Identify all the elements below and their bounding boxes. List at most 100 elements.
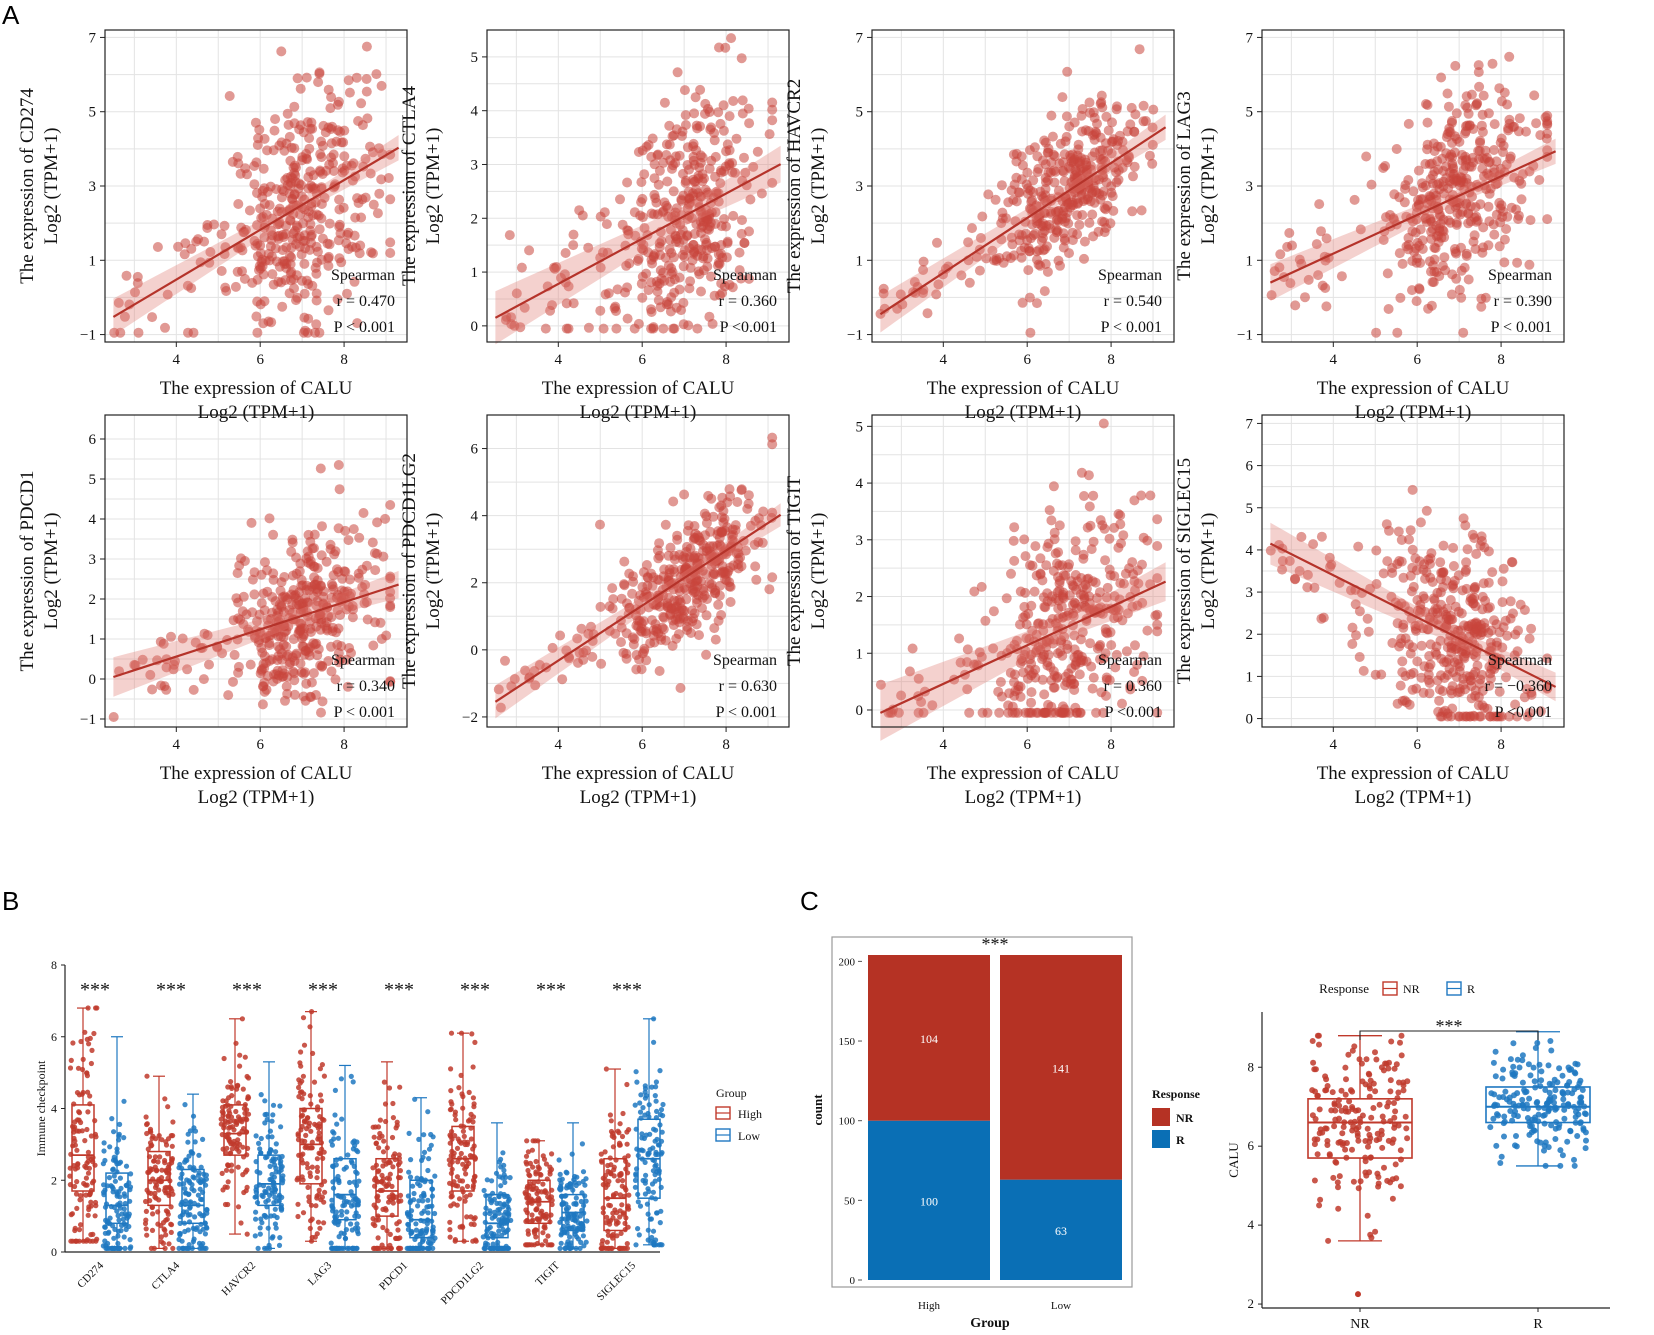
jitter-point bbox=[394, 1236, 399, 1241]
data-point bbox=[656, 635, 666, 645]
data-point bbox=[611, 324, 621, 334]
data-point bbox=[1517, 194, 1527, 204]
jitter-point bbox=[386, 1200, 391, 1205]
jitter-point bbox=[315, 1156, 320, 1161]
y-axis-unit: Log2 (TPM+1) bbox=[41, 128, 62, 245]
jitter-point bbox=[426, 1204, 431, 1209]
jitter-point bbox=[204, 1207, 209, 1212]
data-point bbox=[735, 248, 745, 258]
jitter-point bbox=[417, 1183, 422, 1188]
data-point bbox=[1129, 495, 1139, 505]
data-point bbox=[680, 245, 690, 255]
data-point bbox=[1479, 91, 1489, 101]
jitter-point bbox=[424, 1226, 429, 1231]
data-point bbox=[312, 242, 322, 252]
y-axis-unit: Log2 (TPM+1) bbox=[41, 513, 62, 630]
data-point bbox=[270, 126, 280, 136]
data-point bbox=[648, 134, 658, 144]
x-tick-label: 4 bbox=[940, 737, 948, 753]
jitter-point bbox=[447, 1227, 452, 1232]
y-tick-label: −1 bbox=[1237, 328, 1253, 344]
jitter-point bbox=[336, 1136, 341, 1141]
x-tick-label: CTLA4 bbox=[149, 1259, 182, 1292]
data-point bbox=[306, 118, 316, 128]
jitter-point bbox=[74, 1148, 79, 1153]
jitter-point bbox=[319, 1098, 324, 1103]
data-point bbox=[1097, 520, 1107, 530]
jitter-point bbox=[266, 1226, 271, 1231]
data-point bbox=[725, 111, 735, 121]
jitter-point bbox=[145, 1121, 150, 1126]
jitter-point bbox=[182, 1102, 187, 1107]
data-point bbox=[714, 43, 724, 53]
jitter-point bbox=[123, 1211, 128, 1216]
data-point bbox=[1484, 202, 1494, 212]
data-point bbox=[221, 286, 231, 296]
data-point bbox=[517, 263, 527, 273]
jitter-point bbox=[295, 1202, 300, 1207]
jitter-point bbox=[197, 1170, 202, 1175]
jitter-point bbox=[118, 1176, 123, 1181]
data-point bbox=[1063, 207, 1073, 217]
data-point bbox=[1447, 581, 1457, 591]
jitter-point bbox=[341, 1195, 346, 1200]
data-point bbox=[294, 629, 304, 639]
data-point bbox=[1030, 587, 1040, 597]
data-point bbox=[690, 581, 700, 591]
data-point bbox=[1412, 296, 1422, 306]
data-point bbox=[1457, 266, 1467, 276]
jitter-point bbox=[342, 1203, 347, 1208]
y-tick-label: 1 bbox=[1246, 669, 1254, 685]
y-tick-label: 0 bbox=[471, 643, 479, 659]
data-point bbox=[997, 692, 1007, 702]
data-point bbox=[344, 75, 354, 85]
data-point bbox=[1029, 230, 1039, 240]
data-point bbox=[997, 180, 1007, 190]
data-point bbox=[247, 518, 257, 528]
data-point bbox=[1399, 573, 1409, 583]
data-point bbox=[724, 577, 734, 587]
jitter-point bbox=[85, 1073, 90, 1078]
data-point bbox=[1071, 536, 1081, 546]
data-point bbox=[1105, 534, 1115, 544]
data-point bbox=[259, 183, 269, 193]
data-point bbox=[1061, 136, 1071, 146]
data-point bbox=[1435, 557, 1445, 567]
jitter-point bbox=[240, 1172, 245, 1177]
data-point bbox=[1447, 688, 1457, 698]
y-tick-label: 6 bbox=[51, 1030, 57, 1044]
data-point bbox=[1088, 684, 1098, 694]
x-tick-label: 8 bbox=[1497, 352, 1505, 368]
data-point bbox=[710, 588, 720, 598]
data-point bbox=[1460, 684, 1470, 694]
jitter-point bbox=[111, 1167, 116, 1172]
data-point bbox=[1403, 175, 1413, 185]
data-point bbox=[334, 205, 344, 215]
jitter-point bbox=[114, 1189, 119, 1194]
data-point bbox=[1489, 145, 1499, 155]
jitter-point bbox=[86, 1171, 91, 1176]
data-point bbox=[702, 262, 712, 272]
data-point bbox=[694, 630, 704, 640]
data-point bbox=[1447, 269, 1457, 279]
data-point bbox=[183, 328, 193, 338]
x-tick-label: 8 bbox=[1497, 737, 1505, 753]
jitter-point bbox=[223, 1184, 228, 1189]
data-point bbox=[193, 234, 203, 244]
data-point bbox=[980, 616, 990, 626]
data-point bbox=[679, 490, 689, 500]
jitter-point bbox=[87, 1166, 92, 1171]
data-point bbox=[1300, 292, 1310, 302]
jitter-point bbox=[411, 1191, 416, 1196]
jitter-point bbox=[186, 1192, 191, 1197]
jitter-point bbox=[192, 1175, 197, 1180]
data-point bbox=[1106, 181, 1116, 191]
data-point bbox=[1284, 228, 1294, 238]
data-point bbox=[1008, 195, 1018, 205]
data-point bbox=[1062, 111, 1072, 121]
data-point bbox=[1068, 580, 1078, 590]
data-point bbox=[672, 303, 682, 313]
data-point bbox=[965, 278, 975, 288]
data-point bbox=[619, 579, 629, 589]
jitter-point bbox=[318, 1092, 323, 1097]
